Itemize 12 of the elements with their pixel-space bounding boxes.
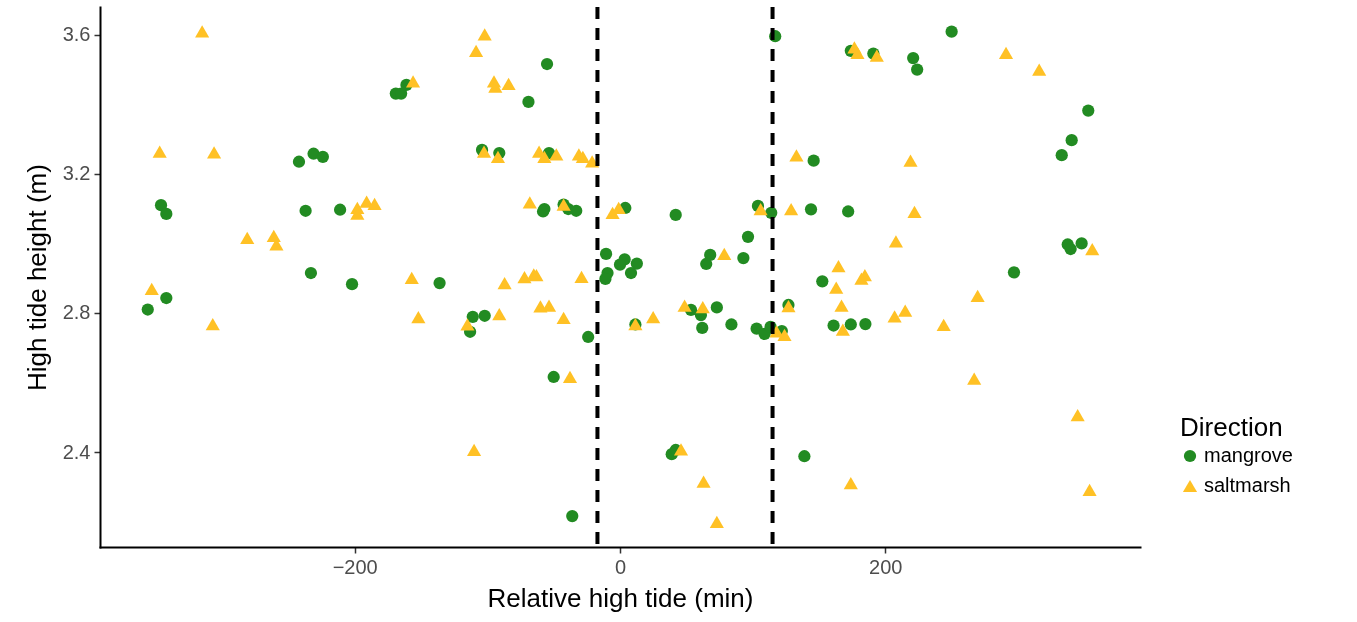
x-tick-label: 200: [869, 555, 903, 578]
y-tick-label: 3.2: [62, 162, 91, 185]
y-tick-label: 2.4: [62, 440, 91, 463]
x-tick-label: 0: [614, 555, 627, 578]
legend-label: saltmarsh: [1204, 474, 1291, 496]
legend-label: mangrove: [1204, 444, 1293, 466]
y-axis-title: High tide height (m): [21, 164, 52, 391]
y-tick-label: 3.6: [62, 23, 91, 46]
x-axis-title: Relative high tide (min): [487, 582, 754, 613]
x-tick-label: −200: [332, 555, 378, 578]
legend-title: Direction: [1180, 412, 1283, 442]
y-tick-label: 2.8: [62, 301, 91, 324]
